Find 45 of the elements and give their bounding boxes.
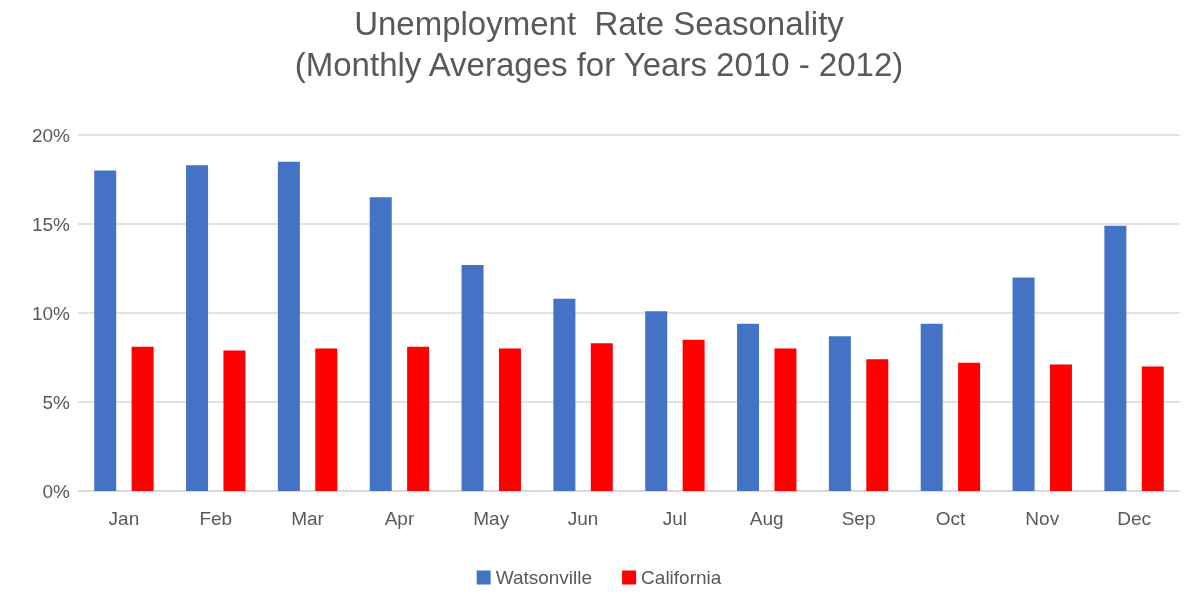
bar xyxy=(1104,225,1127,491)
bar xyxy=(737,323,760,491)
x-tick-label: Dec xyxy=(1117,508,1151,529)
bar xyxy=(1049,364,1072,491)
bar xyxy=(645,311,668,491)
bar xyxy=(369,197,392,491)
bar xyxy=(131,346,154,491)
y-tick-label: 5% xyxy=(42,391,71,413)
y-tick-label: 20% xyxy=(31,124,71,146)
bar xyxy=(1012,277,1035,491)
x-tick-label: Oct xyxy=(935,508,966,529)
bar xyxy=(1141,366,1164,491)
x-tick-label: Jul xyxy=(662,508,688,529)
x-tick-label: Jan xyxy=(108,508,140,529)
chart-subtitle: (Monthly Averages for Years 2010 - 2012) xyxy=(294,46,904,83)
x-tick-label: Jun xyxy=(567,508,599,529)
chart-title: Unemployment Rate Seasonality xyxy=(354,5,845,42)
bar xyxy=(277,161,300,491)
bar xyxy=(407,346,430,491)
x-tick-label: Apr xyxy=(384,508,415,529)
y-tick-label: 10% xyxy=(31,302,71,324)
x-tick-label: Mar xyxy=(291,508,325,529)
x-tick-label: Sep xyxy=(841,508,876,529)
legend-label: Watsonville xyxy=(495,567,593,588)
x-tick-label: Nov xyxy=(1025,508,1060,529)
x-tick-label: Feb xyxy=(199,508,233,529)
bar xyxy=(94,170,117,491)
bar xyxy=(461,264,484,491)
x-tick-label: Aug xyxy=(749,508,784,529)
bar xyxy=(186,165,209,491)
bar xyxy=(315,348,338,491)
x-tick-label: May xyxy=(473,508,510,529)
bar xyxy=(866,359,889,491)
bar xyxy=(590,343,613,491)
bar xyxy=(553,298,576,491)
legend-label: California xyxy=(641,567,722,588)
y-tick-label: 0% xyxy=(42,480,71,502)
bar xyxy=(774,348,797,491)
bar xyxy=(828,336,851,491)
bar xyxy=(682,339,705,491)
bar xyxy=(958,362,981,491)
y-tick-label: 15% xyxy=(31,213,71,235)
bar xyxy=(920,323,943,491)
bar xyxy=(498,348,521,491)
bar xyxy=(223,350,246,491)
